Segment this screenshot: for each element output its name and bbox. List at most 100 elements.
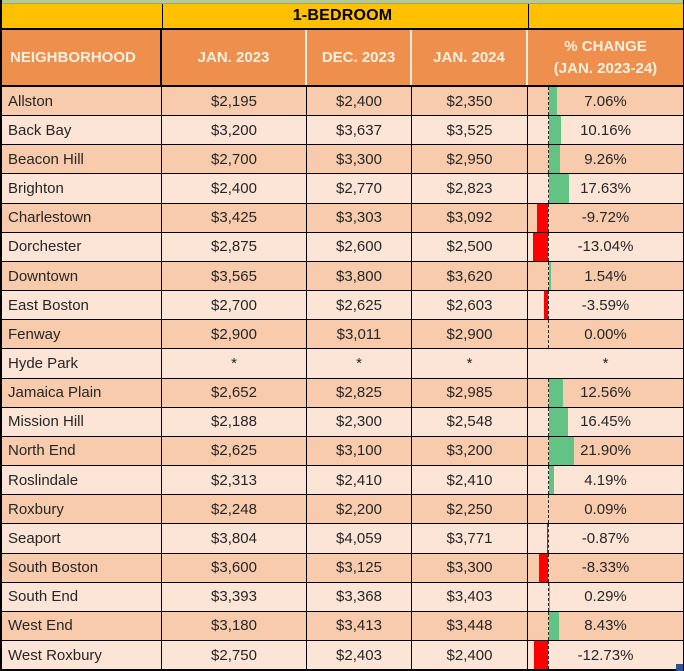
cell-pct-change[interactable]: 12.56% <box>528 378 683 407</box>
cell-dec-2023[interactable]: $2,625 <box>307 291 412 320</box>
cell-pct-change[interactable]: 21.90% <box>528 436 683 466</box>
cell-neighborhood[interactable]: Charlestown <box>2 203 162 232</box>
cell-neighborhood[interactable]: Roxbury <box>2 495 162 524</box>
cell-jan-2024[interactable]: $2,900 <box>412 320 528 349</box>
cell-jan-2024[interactable]: $3,300 <box>412 553 528 582</box>
cell-jan-2024[interactable]: $2,950 <box>412 145 528 174</box>
cell-jan-2023[interactable]: $3,180 <box>162 611 307 640</box>
cell-pct-change[interactable]: 0.09% <box>528 495 683 524</box>
cell-neighborhood[interactable]: South End <box>2 582 162 611</box>
cell-dec-2023[interactable]: $3,413 <box>307 611 412 640</box>
cell-neighborhood[interactable]: North End <box>2 436 162 466</box>
cell-dec-2023[interactable]: $4,059 <box>307 524 412 553</box>
header-jan-2023[interactable]: JAN. 2023 <box>162 30 307 85</box>
cell-dec-2023[interactable]: $2,770 <box>307 174 412 203</box>
header-pct-change[interactable]: % CHANGE (JAN. 2023-24) <box>553 37 658 77</box>
cell-neighborhood[interactable]: Downtown <box>2 261 162 291</box>
cell-jan-2024[interactable]: $2,823 <box>412 174 528 203</box>
cell-dec-2023[interactable]: $2,410 <box>307 466 412 495</box>
cell-jan-2023[interactable]: $3,565 <box>162 261 307 291</box>
table-title-row[interactable]: 1-BEDROOM <box>2 4 683 28</box>
cell-jan-2024[interactable]: $2,400 <box>412 640 528 670</box>
cell-jan-2024[interactable]: $3,448 <box>412 611 528 640</box>
cell-jan-2023[interactable]: $2,700 <box>162 291 307 320</box>
cell-neighborhood[interactable]: Hyde Park <box>2 349 162 378</box>
cell-jan-2024[interactable]: $3,620 <box>412 261 528 291</box>
cell-jan-2024[interactable]: * <box>412 349 528 378</box>
cell-pct-change[interactable]: 4.19% <box>528 466 683 495</box>
cell-jan-2023[interactable]: $2,875 <box>162 232 307 261</box>
cell-pct-change[interactable]: 7.06% <box>528 87 683 116</box>
cell-jan-2023[interactable]: $2,400 <box>162 174 307 203</box>
cell-pct-change[interactable]: -8.33% <box>528 553 683 582</box>
fill-handle[interactable] <box>676 664 683 671</box>
cell-dec-2023[interactable]: $2,600 <box>307 232 412 261</box>
cell-jan-2024[interactable]: $2,500 <box>412 232 528 261</box>
cell-pct-change[interactable]: 0.00% <box>528 320 683 349</box>
cell-pct-change[interactable]: 9.26% <box>528 145 683 174</box>
cell-neighborhood[interactable]: Allston <box>2 87 162 116</box>
cell-jan-2023[interactable]: $3,804 <box>162 524 307 553</box>
cell-jan-2023[interactable]: $2,750 <box>162 640 307 670</box>
cell-pct-change[interactable]: -9.72% <box>528 203 683 232</box>
cell-jan-2024[interactable]: $3,200 <box>412 436 528 466</box>
cell-jan-2023[interactable]: $3,200 <box>162 116 307 145</box>
cell-pct-change[interactable]: -0.87% <box>528 524 683 553</box>
cell-jan-2024[interactable]: $3,525 <box>412 116 528 145</box>
cell-dec-2023[interactable]: $3,368 <box>307 582 412 611</box>
cell-jan-2023[interactable]: $2,700 <box>162 145 307 174</box>
cell-neighborhood[interactable]: Roslindale <box>2 466 162 495</box>
cell-jan-2023[interactable]: $2,313 <box>162 466 307 495</box>
cell-dec-2023[interactable]: * <box>307 349 412 378</box>
cell-jan-2023[interactable]: $2,195 <box>162 87 307 116</box>
cell-neighborhood[interactable]: East Boston <box>2 291 162 320</box>
cell-dec-2023[interactable]: $2,300 <box>307 407 412 436</box>
cell-dec-2023[interactable]: $3,100 <box>307 436 412 466</box>
cell-dec-2023[interactable]: $3,800 <box>307 261 412 291</box>
cell-jan-2023[interactable]: $3,393 <box>162 582 307 611</box>
cell-neighborhood[interactable]: Back Bay <box>2 116 162 145</box>
cell-jan-2024[interactable]: $2,250 <box>412 495 528 524</box>
cell-jan-2023[interactable]: $2,625 <box>162 436 307 466</box>
cell-pct-change[interactable]: * <box>528 349 683 377</box>
header-dec-2023[interactable]: DEC. 2023 <box>307 30 412 85</box>
cell-jan-2023[interactable]: $2,188 <box>162 407 307 436</box>
cell-neighborhood[interactable]: South Boston <box>2 553 162 582</box>
cell-dec-2023[interactable]: $3,637 <box>307 116 412 145</box>
cell-jan-2023[interactable]: $3,425 <box>162 203 307 232</box>
cell-pct-change[interactable]: 0.29% <box>528 582 683 611</box>
cell-neighborhood[interactable]: Mission Hill <box>2 407 162 436</box>
cell-jan-2023[interactable]: * <box>162 349 307 378</box>
cell-neighborhood[interactable]: Beacon Hill <box>2 145 162 174</box>
header-neighborhood[interactable]: NEIGHBORHOOD <box>2 30 162 85</box>
cell-neighborhood[interactable]: Seaport <box>2 524 162 553</box>
header-jan-2024[interactable]: JAN. 2024 <box>412 30 528 85</box>
cell-pct-change[interactable]: 10.16% <box>528 116 683 145</box>
cell-jan-2024[interactable]: $2,410 <box>412 466 528 495</box>
cell-jan-2024[interactable]: $2,985 <box>412 378 528 407</box>
cell-neighborhood[interactable]: Brighton <box>2 174 162 203</box>
cell-jan-2024[interactable]: $2,350 <box>412 87 528 116</box>
cell-jan-2023[interactable]: $2,900 <box>162 320 307 349</box>
cell-pct-change[interactable]: -12.73% <box>528 640 683 670</box>
cell-jan-2023[interactable]: $2,652 <box>162 378 307 407</box>
cell-neighborhood[interactable]: Dorchester <box>2 232 162 261</box>
cell-pct-change[interactable]: 17.63% <box>528 174 683 203</box>
cell-pct-change[interactable]: 16.45% <box>528 407 683 436</box>
cell-neighborhood[interactable]: Fenway <box>2 320 162 349</box>
cell-dec-2023[interactable]: $2,403 <box>307 640 412 670</box>
cell-pct-change[interactable]: 1.54% <box>528 261 683 291</box>
cell-pct-change[interactable]: -3.59% <box>528 291 683 320</box>
cell-jan-2024[interactable]: $3,403 <box>412 582 528 611</box>
cell-pct-change[interactable]: -13.04% <box>528 232 683 261</box>
cell-pct-change[interactable]: 8.43% <box>528 611 683 640</box>
cell-jan-2024[interactable]: $3,771 <box>412 524 528 553</box>
cell-jan-2023[interactable]: $2,248 <box>162 495 307 524</box>
cell-dec-2023[interactable]: $3,300 <box>307 145 412 174</box>
cell-dec-2023[interactable]: $2,200 <box>307 495 412 524</box>
cell-dec-2023[interactable]: $3,125 <box>307 553 412 582</box>
cell-jan-2024[interactable]: $3,092 <box>412 203 528 232</box>
cell-jan-2024[interactable]: $2,603 <box>412 291 528 320</box>
cell-jan-2023[interactable]: $3,600 <box>162 553 307 582</box>
cell-neighborhood[interactable]: West End <box>2 611 162 640</box>
